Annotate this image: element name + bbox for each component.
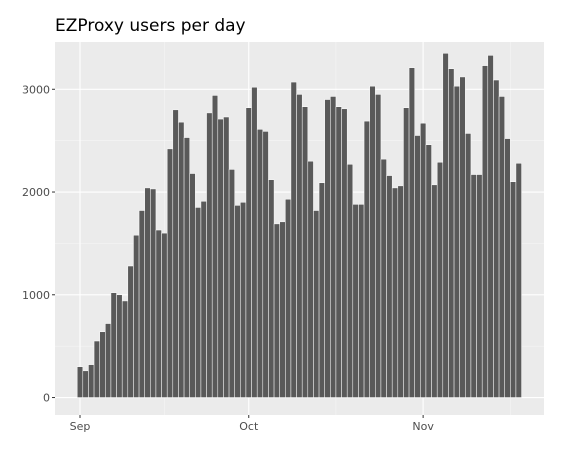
bar [251,86,258,398]
bar [341,108,348,398]
bar [481,65,489,398]
bar [256,129,264,398]
bar [189,173,196,398]
bar [161,232,168,398]
bar [510,181,517,398]
bar [515,163,522,398]
bar [285,198,292,398]
bar [363,120,370,398]
bar [346,164,354,398]
bar [223,116,230,398]
bar [352,204,359,398]
bar [414,135,421,398]
y-tick-label: 3000 [22,83,50,96]
bar [335,106,342,398]
bar [93,340,100,398]
bar [200,201,207,398]
bar [88,364,95,398]
bars [76,53,522,398]
bar [178,121,185,398]
bar [498,96,505,398]
bar [324,99,331,398]
bar [155,229,162,398]
bar [127,265,134,398]
y-tick-label: 1000 [22,289,50,302]
bar [240,202,247,398]
bar [76,366,84,398]
bar [425,144,432,398]
bar [493,79,500,398]
bar [116,294,123,398]
y-tick-label: 0 [43,392,50,405]
bar [172,109,179,398]
bar [375,94,382,398]
bar [403,107,410,398]
bar [150,188,157,398]
bar [330,96,337,398]
bar [195,207,202,398]
bar [121,300,129,398]
x-tick-label: Nov [412,420,434,433]
bar [138,210,145,398]
bar [386,175,393,398]
bar [206,112,213,398]
bar [105,323,112,398]
x-tick-label: Sep [70,420,91,433]
bar [504,138,511,398]
bar [279,221,286,398]
bar [313,210,320,398]
bar [369,85,376,398]
bar [448,68,455,398]
bar [465,133,472,398]
bar [245,107,252,398]
bar [380,158,387,398]
bar [301,106,309,398]
bar [453,85,460,398]
bar [166,148,174,398]
x-tick-label: Oct [239,420,259,433]
bar [358,204,365,398]
bar [133,234,140,398]
bar [476,174,483,398]
bar [408,67,415,398]
bar [183,137,190,398]
bar [487,55,494,398]
bar [234,205,241,398]
bar [397,185,404,398]
bar [144,187,151,398]
bar [391,187,399,398]
bar [217,118,224,398]
bar [296,94,303,398]
bar [318,182,325,398]
bar [470,174,477,398]
bar [82,370,89,398]
bar [431,184,438,398]
bar [436,161,444,398]
bar [290,81,297,398]
bar [262,131,269,398]
chart-title: EZProxy users per day [55,16,246,36]
bar [268,179,275,398]
axes: 0 1000 2000 3000 Sep Oct Nov [22,83,434,433]
bar [459,76,466,398]
bar [273,223,280,398]
bar [442,53,449,398]
bar [110,292,117,398]
bar [307,160,314,398]
bar [228,169,235,398]
y-tick-label: 2000 [22,186,50,199]
bar [211,95,219,398]
bar [99,331,106,398]
bar [420,122,427,398]
